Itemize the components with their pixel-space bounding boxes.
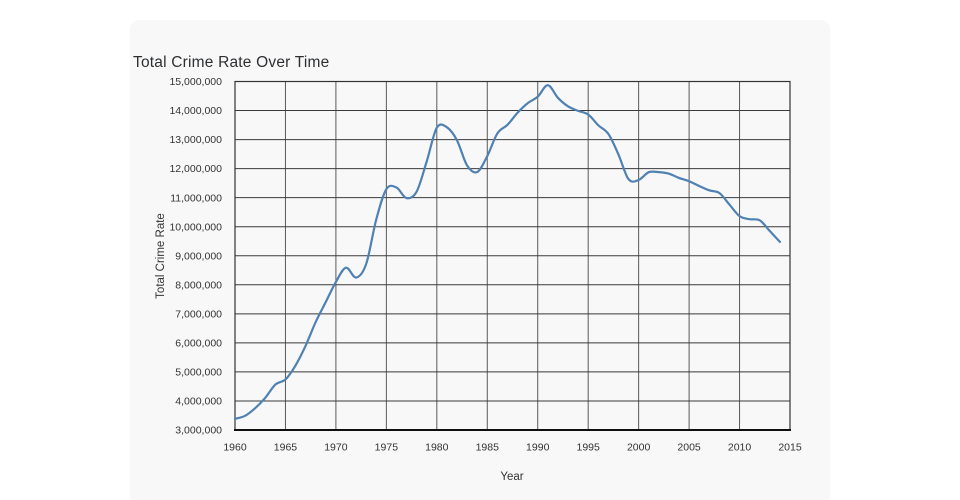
x-tick-label: 1980 <box>425 442 449 454</box>
y-tick-label: 9,000,000 <box>175 250 222 262</box>
chart-card <box>130 20 830 500</box>
chart-title: Total Crime Rate Over Time <box>133 54 330 71</box>
x-axis-title: Year <box>500 471 524 483</box>
x-tick-label: 1960 <box>223 442 247 454</box>
y-tick-label: 7,000,000 <box>175 308 222 320</box>
y-tick-label: 5,000,000 <box>175 367 222 379</box>
x-tick-label: 2015 <box>778 442 802 454</box>
x-tick-label: 1995 <box>577 442 601 454</box>
y-tick-label: 10,000,000 <box>169 221 222 233</box>
y-tick-label: 14,000,000 <box>169 105 222 117</box>
y-tick-label: 11,000,000 <box>170 192 222 204</box>
x-tick-label: 1985 <box>476 442 500 454</box>
x-tick-label: 1965 <box>274 442 298 454</box>
y-tick-label: 3,000,000 <box>175 425 222 437</box>
x-tick-label: 2005 <box>677 442 701 454</box>
y-tick-label: 6,000,000 <box>175 337 222 349</box>
y-axis-title: Total Crime Rate <box>155 213 167 299</box>
x-tick-label: 1990 <box>526 442 550 454</box>
y-tick-label: 15,000,000 <box>169 76 222 88</box>
x-tick-label: 2010 <box>728 442 752 454</box>
crime-rate-line <box>233 84 782 420</box>
y-tick-label: 8,000,000 <box>175 279 222 291</box>
y-tick-label: 4,000,000 <box>175 396 222 408</box>
x-tick-label: 1975 <box>375 442 399 454</box>
y-tick-label: 12,000,000 <box>169 163 222 175</box>
y-tick-label: 13,000,000 <box>169 134 222 146</box>
x-tick-label: 1970 <box>324 442 348 454</box>
x-tick-label: 2000 <box>627 442 651 454</box>
